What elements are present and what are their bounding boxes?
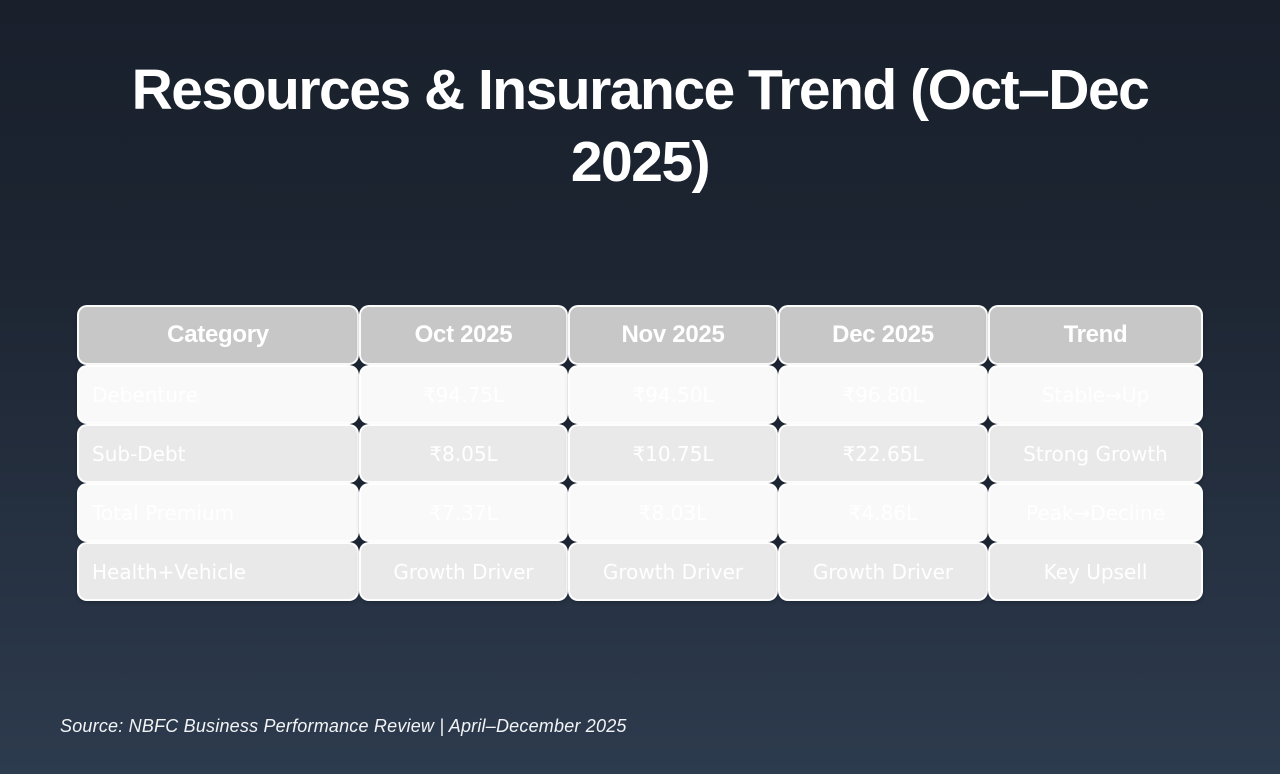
table-cell: ₹8.05L (359, 424, 568, 483)
table-cell: ₹4.86L (778, 483, 988, 542)
table-cell: ₹10.75L (568, 424, 778, 483)
source-note: Source: NBFC Business Performance Review… (60, 716, 627, 736)
table-cell: ₹94.50L (568, 365, 778, 424)
table-cell: Stable→Up (988, 365, 1203, 424)
column-header-dec-2025: Dec 2025 (778, 305, 988, 365)
table-cell: Key Upsell (988, 542, 1203, 601)
title-line-2: 2025) (570, 130, 711, 194)
table-cell: ₹94.75L (359, 365, 568, 424)
column-header-nov-2025: Nov 2025 (568, 305, 778, 365)
row-label-sub-debt: Sub-Debt (77, 424, 359, 483)
table-cell: Growth Driver (778, 542, 988, 601)
row-label-total-premium: Total Premium (77, 483, 359, 542)
row-label-health-vehicle: Health+Vehicle (77, 542, 359, 601)
table-cell: Peak→Decline (988, 483, 1203, 542)
column-header-oct-2025: Oct 2025 (359, 305, 568, 365)
table-cell: Growth Driver (359, 542, 568, 601)
table-cell: Growth Driver (568, 542, 778, 601)
trend-table: Category Oct 2025 Nov 2025 Dec 2025 Tren… (77, 305, 1203, 601)
slide-title: Resources & Insurance Trend (Oct–Dec 202… (55, 54, 1225, 198)
table-cell: ₹8.03L (568, 483, 778, 542)
column-header-category: Category (77, 305, 359, 365)
table-cell: Strong Growth (988, 424, 1203, 483)
table-cell: ₹96.80L (778, 365, 988, 424)
row-label-debenture: Debenture (77, 365, 359, 424)
column-header-trend: Trend (988, 305, 1203, 365)
table-cell: ₹7.37L (359, 483, 568, 542)
title-line-1: Resources & Insurance Trend (Oct–Dec (131, 58, 1150, 122)
table-cell: ₹22.65L (778, 424, 988, 483)
